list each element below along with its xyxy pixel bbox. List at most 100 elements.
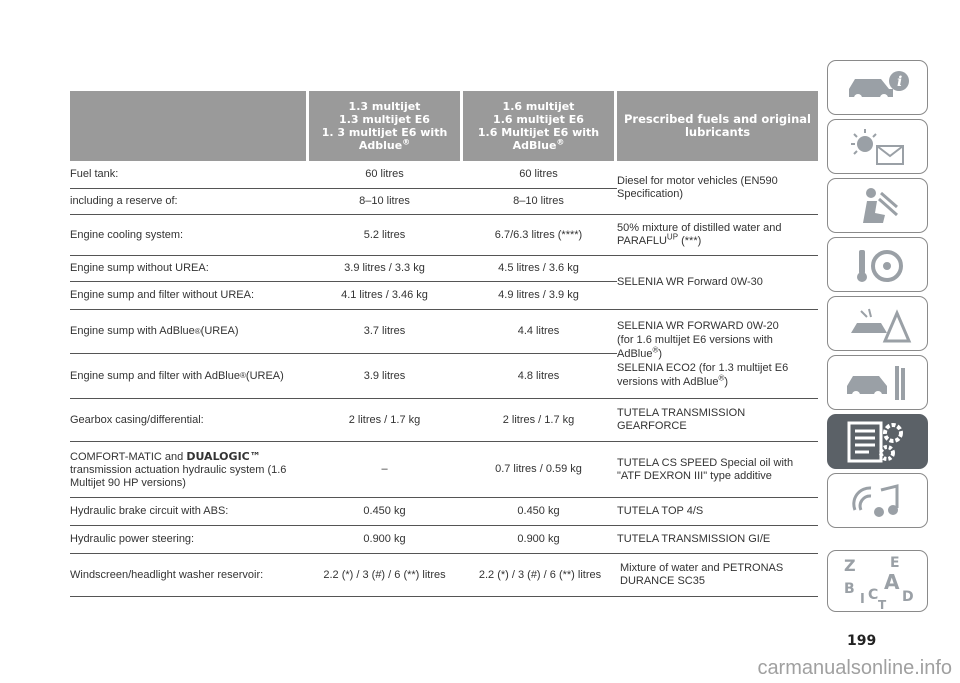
row-label: Engine cooling system: xyxy=(70,228,184,241)
value-1-6: 4.4 litres xyxy=(517,325,560,337)
value-1-6: 2 litres / 1.7 kg xyxy=(502,413,575,426)
superscript: UP xyxy=(666,232,679,242)
value-1-6: 0.900 kg xyxy=(517,533,560,545)
value-1-3: 0.450 kg xyxy=(363,505,406,517)
header-1-6-multijet: 1.6 multijet 1.6 multijet E6 1.6 Multije… xyxy=(463,91,614,161)
tab-emergency[interactable] xyxy=(827,296,928,351)
spec-line: SELENIA WR FORWARD 0W-20 xyxy=(617,320,779,332)
row-label: Windscreen/headlight washer reservoir: xyxy=(70,568,264,581)
row-label: Fuel tank: xyxy=(70,168,119,180)
row-divider xyxy=(70,596,818,597)
car-info-icon: i xyxy=(848,70,909,102)
row-divider xyxy=(70,525,818,526)
label-text: Engine sump and filter with AdBlue xyxy=(70,369,240,382)
spec-line: Specification) xyxy=(617,187,684,200)
index-letter: T xyxy=(878,598,887,609)
header-1-3-multijet: 1.3 multijet 1.3 multijet E6 1. 3 multij… xyxy=(309,91,460,161)
tab-index[interactable]: Z E B A I C D T xyxy=(827,550,928,612)
urea-oil-spec: SELENIA WR FORWARD 0W-20 (for 1.6 multij… xyxy=(617,310,818,398)
label-text: Engine sump with AdBlue xyxy=(70,325,195,337)
header-blank-cell xyxy=(70,91,306,161)
label-text: COMFORT-MATIC and xyxy=(70,450,187,463)
value-1-6: 4.9 litres / 3.9 kg xyxy=(498,289,579,301)
header-prescribed-fuels: Prescribed fuels and original lubricants xyxy=(617,91,818,161)
value-1-3: 5.2 litres xyxy=(363,228,406,241)
row-divider xyxy=(70,398,818,399)
value-1-3: 2 litres / 1.7 kg xyxy=(348,413,421,426)
tab-safety[interactable] xyxy=(827,178,928,233)
svg-text:i: i xyxy=(897,74,902,90)
value-1-6: 0.450 kg xyxy=(517,505,560,517)
row-divider xyxy=(70,214,818,215)
value-1-3: 3.9 litres xyxy=(363,369,406,382)
row-divider xyxy=(70,497,818,498)
spec-line: ) xyxy=(658,348,663,360)
value-1-6: 0.7 litres / 0.59 kg xyxy=(495,463,582,475)
header-line: 1. 3 multijet E6 with xyxy=(321,126,448,139)
tab-maintenance[interactable] xyxy=(827,355,928,410)
index-letter: E xyxy=(890,555,900,571)
tab-technical-data[interactable] xyxy=(827,414,928,469)
spec-line: (***) xyxy=(678,235,702,247)
spec-line: 50% mixture of distilled water and xyxy=(617,222,782,234)
spec-line: AdBlue xyxy=(617,348,653,360)
fluids-table: 1.3 multijet 1.3 multijet E6 1. 3 multij… xyxy=(70,91,818,601)
index-letter: C xyxy=(868,587,878,603)
tab-multimedia[interactable] xyxy=(827,473,928,528)
spec-line: SELENIA ECO2 (for 1.3 multijet E6 xyxy=(617,362,789,374)
value-1-3: 0.900 kg xyxy=(363,533,406,545)
value-1-6: 60 litres xyxy=(519,168,558,180)
header-line: 1.6 multijet E6 xyxy=(493,113,584,126)
safety-airbag-icon xyxy=(862,187,898,223)
spec-line: (for 1.6 multijet E6 versions with xyxy=(617,334,773,346)
spec-line: DURANCE SC35 xyxy=(620,575,705,587)
tab-starting-driving[interactable] xyxy=(827,237,928,292)
row-divider xyxy=(70,281,617,282)
spec-line: ) xyxy=(724,376,729,388)
spec-line: versions with AdBlue xyxy=(617,376,719,388)
emergency-icon xyxy=(850,308,911,342)
value-1-3: 2.2 (*) / 3 (#) / 6 (**) litres xyxy=(323,568,446,581)
spec-line: PARAFLU xyxy=(617,235,667,247)
steering-spec: TUTELA TRANSMISSION GI/E xyxy=(617,533,771,545)
fuel-spec: Diesel for motor vehicles (EN590 Specifi… xyxy=(617,161,818,214)
watermark-text: carmanualsonline.info xyxy=(757,657,952,679)
index-letter: A xyxy=(884,570,900,594)
tab-car-info[interactable]: i xyxy=(827,60,928,115)
value-1-3: 60 litres xyxy=(365,168,404,180)
page-number: 199 xyxy=(847,633,877,649)
watermark: carmanualsonline.info xyxy=(0,657,960,680)
value-1-3: 3.7 litres xyxy=(363,325,406,337)
spec-line: TUTELA CS SPEED Special oil with xyxy=(617,456,794,469)
header-line: 1.3 multijet E6 xyxy=(339,113,430,126)
row-label: Gearbox casing/differential: xyxy=(70,413,204,426)
label-text: (UREA) xyxy=(245,369,284,382)
index-icon: Z E B A I C D T xyxy=(844,555,914,609)
row-divider xyxy=(70,188,617,189)
sump-oil-spec: SELENIA WR Forward 0W-30 xyxy=(617,276,763,288)
row-divider xyxy=(70,353,617,354)
row-label: including a reserve of: xyxy=(70,195,178,207)
car-maintenance-icon xyxy=(846,365,905,400)
value-1-6: 8–10 litres xyxy=(513,195,564,207)
label-bold: DUALOGIC™ xyxy=(186,449,261,463)
row-label: Engine sump and filter without UREA: xyxy=(70,289,255,301)
registered-mark: ® xyxy=(402,137,411,147)
table-header: 1.3 multijet 1.3 multijet E6 1. 3 multij… xyxy=(70,91,818,161)
steering-wheel-key-icon xyxy=(856,249,903,282)
tab-warning-lights[interactable] xyxy=(827,119,928,174)
header-line: Prescribed fuels and original xyxy=(624,112,811,126)
header-line: 1.6 multijet xyxy=(502,100,575,113)
comfort-spec: TUTELA CS SPEED Special oil with "ATF DE… xyxy=(617,442,818,497)
row-divider xyxy=(70,309,818,310)
spec-line: Diesel for motor vehicles (EN590 xyxy=(617,174,778,187)
index-letter: D xyxy=(902,589,914,605)
row-label: Engine sump with AdBlue ® (UREA) xyxy=(70,325,239,337)
value-1-3: 3.9 litres / 3.3 kg xyxy=(344,262,425,274)
value-1-6: 2.2 (*) / 3 (#) / 6 (**) litres xyxy=(478,568,602,581)
table-body: Fuel tank: 60 litres 60 litres including… xyxy=(70,161,818,601)
label-text: Multijet 90 HP versions) xyxy=(70,476,186,489)
label-text: (UREA) xyxy=(200,325,239,337)
value-1-3: 4.1 litres / 3.46 kg xyxy=(341,289,428,301)
spec-line: TUTELA TRANSMISSION xyxy=(617,407,746,419)
